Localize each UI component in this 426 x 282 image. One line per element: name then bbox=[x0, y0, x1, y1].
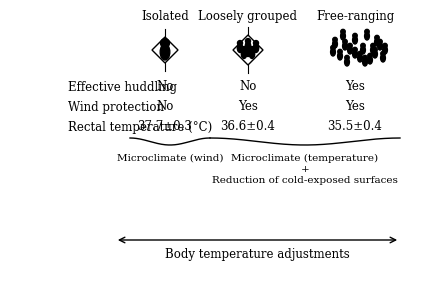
Ellipse shape bbox=[330, 48, 334, 56]
Ellipse shape bbox=[245, 41, 250, 50]
Text: Body temperature adjustments: Body temperature adjustments bbox=[165, 248, 349, 261]
Ellipse shape bbox=[372, 50, 377, 58]
Circle shape bbox=[253, 41, 258, 46]
Circle shape bbox=[380, 51, 384, 56]
Text: Effective huddling: Effective huddling bbox=[68, 80, 177, 94]
Ellipse shape bbox=[245, 47, 250, 56]
Text: Yes: Yes bbox=[344, 80, 364, 94]
Text: Yes: Yes bbox=[344, 100, 364, 113]
Text: Microclimate (temperature)
+
Reduction of cold-exposed surfaces: Microclimate (temperature) + Reduction o… bbox=[212, 154, 397, 185]
Circle shape bbox=[344, 55, 348, 60]
Circle shape bbox=[352, 47, 357, 52]
Text: No: No bbox=[239, 80, 256, 94]
Circle shape bbox=[237, 41, 242, 46]
Text: Free-ranging: Free-ranging bbox=[315, 10, 393, 23]
Text: 35.5±0.4: 35.5±0.4 bbox=[327, 120, 382, 133]
Circle shape bbox=[332, 37, 337, 42]
Ellipse shape bbox=[364, 32, 368, 40]
Circle shape bbox=[342, 39, 346, 44]
Ellipse shape bbox=[352, 50, 357, 58]
Ellipse shape bbox=[332, 40, 337, 48]
Ellipse shape bbox=[237, 43, 242, 52]
Circle shape bbox=[367, 53, 371, 58]
Ellipse shape bbox=[241, 50, 246, 58]
Text: 37.7±0.3: 37.7±0.3 bbox=[137, 120, 192, 133]
Circle shape bbox=[370, 43, 374, 48]
Ellipse shape bbox=[347, 46, 351, 54]
Text: Loosely grouped: Loosely grouped bbox=[198, 10, 297, 23]
Ellipse shape bbox=[370, 46, 374, 54]
Ellipse shape bbox=[249, 50, 254, 58]
Ellipse shape bbox=[382, 46, 386, 54]
Circle shape bbox=[249, 47, 254, 52]
Circle shape bbox=[362, 55, 366, 60]
Text: Rectal temperature (°C): Rectal temperature (°C) bbox=[68, 120, 212, 133]
Text: 36.6±0.4: 36.6±0.4 bbox=[220, 120, 275, 133]
Circle shape bbox=[340, 29, 345, 34]
Text: No: No bbox=[156, 80, 173, 94]
Circle shape bbox=[374, 35, 378, 40]
Circle shape bbox=[337, 49, 341, 54]
Circle shape bbox=[330, 45, 334, 50]
Ellipse shape bbox=[367, 56, 371, 64]
Ellipse shape bbox=[357, 54, 362, 62]
Circle shape bbox=[347, 43, 351, 48]
Text: Yes: Yes bbox=[238, 100, 257, 113]
Ellipse shape bbox=[340, 32, 345, 40]
Text: Isolated: Isolated bbox=[141, 10, 188, 23]
Ellipse shape bbox=[374, 38, 379, 46]
Circle shape bbox=[364, 29, 368, 34]
Circle shape bbox=[377, 39, 381, 44]
Ellipse shape bbox=[352, 36, 357, 44]
Circle shape bbox=[352, 33, 357, 38]
Text: Microclimate (wind): Microclimate (wind) bbox=[116, 154, 223, 163]
Circle shape bbox=[241, 47, 246, 52]
Ellipse shape bbox=[377, 42, 382, 50]
Text: No: No bbox=[156, 100, 173, 113]
Ellipse shape bbox=[342, 42, 347, 50]
Circle shape bbox=[160, 39, 169, 48]
Circle shape bbox=[372, 47, 376, 52]
Circle shape bbox=[382, 43, 386, 48]
Circle shape bbox=[360, 43, 364, 48]
Ellipse shape bbox=[360, 46, 365, 54]
Ellipse shape bbox=[344, 58, 348, 66]
Text: Wind protection: Wind protection bbox=[68, 100, 164, 113]
Circle shape bbox=[245, 45, 250, 50]
Ellipse shape bbox=[160, 44, 170, 60]
Circle shape bbox=[245, 39, 250, 44]
Ellipse shape bbox=[337, 52, 342, 60]
Ellipse shape bbox=[380, 54, 385, 62]
Ellipse shape bbox=[362, 58, 366, 66]
Ellipse shape bbox=[253, 43, 258, 52]
Circle shape bbox=[357, 51, 361, 56]
